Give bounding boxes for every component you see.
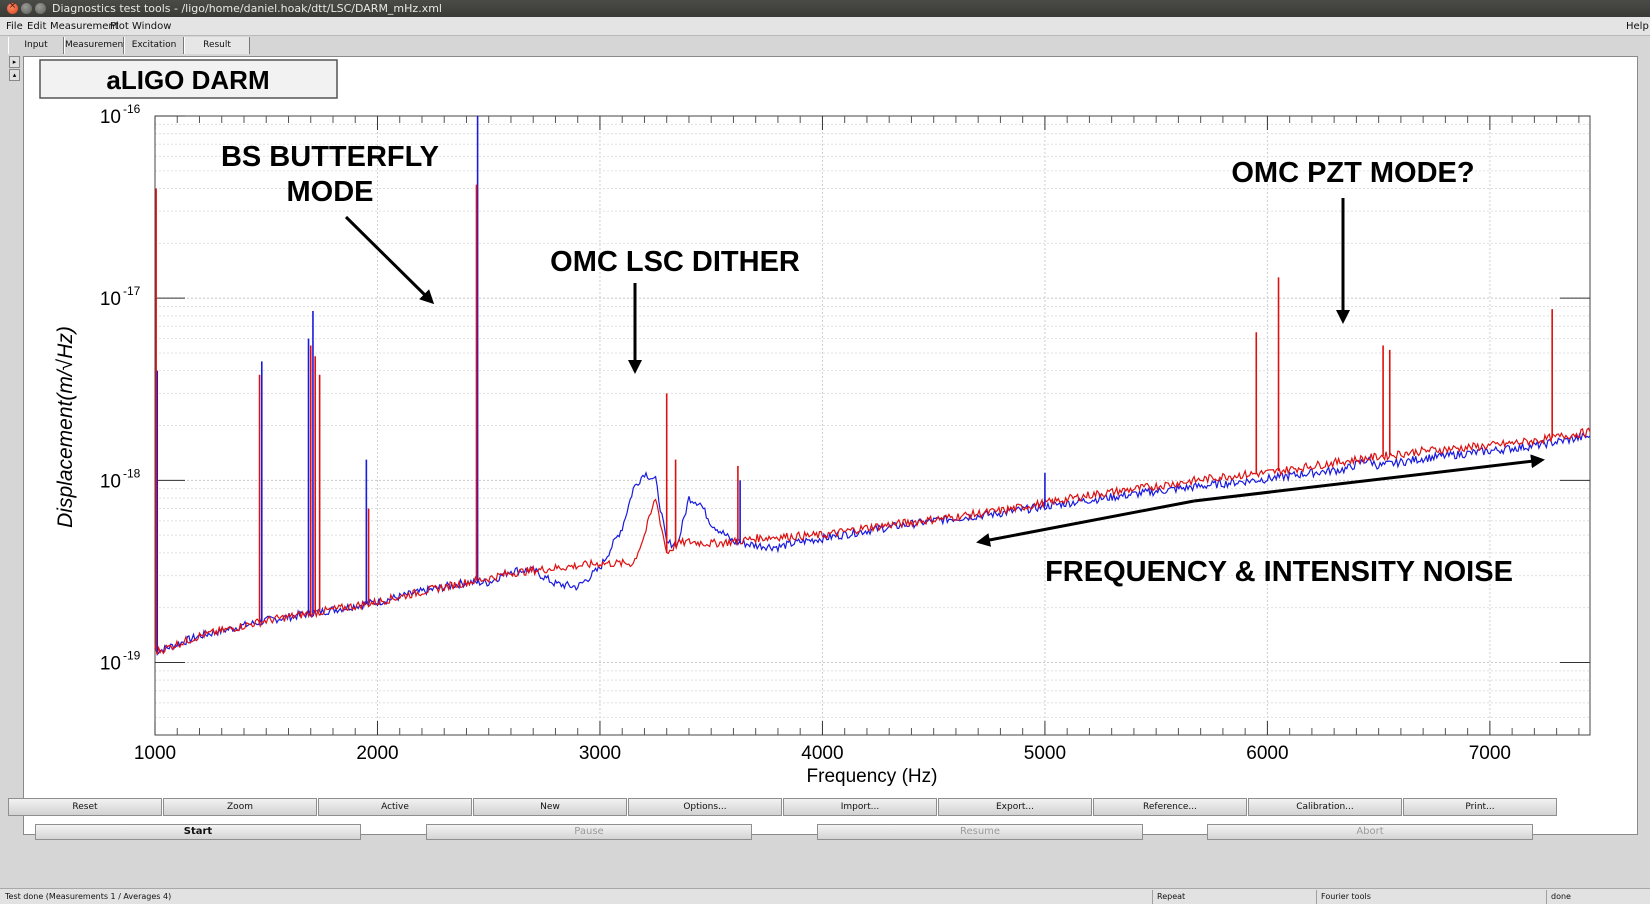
y-tick-exponent: -19 [123, 649, 141, 663]
x-tick-label: 4000 [801, 743, 843, 764]
title-bar: × Diagnostics test tools - /ligo/home/da… [0, 0, 1650, 17]
tab-bar: Input Measurement Excitation Result [0, 37, 1650, 54]
arrow-noise-left [976, 499, 1195, 547]
x-tick-label: 2000 [356, 743, 398, 764]
menu-bar: File Edit Measurement Plot Window Help [0, 17, 1650, 36]
options-button[interactable]: Options... [628, 798, 782, 816]
status-state: done [1551, 892, 1571, 901]
menu-measurement[interactable]: Measurement [50, 21, 119, 32]
x-tick-label: 1000 [134, 743, 176, 764]
plot-title-box [39, 59, 338, 99]
y-tick-exponent: -17 [123, 284, 141, 298]
grid-lines [155, 116, 1590, 736]
status-text: Test done (Measurements 1 / Averages 4) [5, 892, 172, 901]
status-mode: Fourier tools [1321, 892, 1371, 901]
arrow-noise-right [1193, 454, 1545, 503]
maximize-window-button[interactable] [35, 3, 46, 14]
active-button[interactable]: Active [318, 798, 472, 816]
y-tick-exponent: -16 [123, 102, 141, 116]
tab-excitation[interactable]: Excitation [124, 37, 184, 54]
arrow-bs-butterfly [344, 215, 435, 305]
x-tick-label: 5000 [1024, 743, 1066, 764]
annotation-bs-butterfly-line1: BS BUTTERFLY [221, 141, 439, 173]
series-line-0 [154, 432, 1591, 656]
plot-title: aLIGO DARM [106, 65, 269, 95]
annotation-omc-pzt-mode: OMC PZT MODE? [1231, 157, 1474, 189]
reference-button[interactable]: Reference... [1093, 798, 1247, 816]
export-button[interactable]: Export... [938, 798, 1092, 816]
darm-spectrum-chart[interactable]: aLIGO DARM 1000 2000 3000 4000 5000 6000 7000 1… [24, 57, 1639, 836]
annotation-frequency-intensity-noise: FREQUENCY & INTENSITY NOISE [1045, 556, 1513, 588]
menu-help[interactable]: Help [1626, 21, 1649, 32]
reset-button[interactable]: Reset [8, 798, 162, 816]
x-tick-label: 7000 [1469, 743, 1511, 764]
status-repeat: Repeat [1157, 892, 1186, 901]
print-button[interactable]: Print... [1403, 798, 1557, 816]
close-window-button[interactable]: × [7, 1, 18, 14]
status-divider [1152, 890, 1153, 904]
status-bar: Test done (Measurements 1 / Averages 4) … [0, 888, 1650, 904]
menu-window[interactable]: Window [132, 21, 172, 32]
y-tick-label: 10 [100, 654, 121, 675]
x-tick-label: 3000 [579, 743, 621, 764]
x-axis-label: Frequency (Hz) [807, 766, 938, 787]
scroll-down-icon[interactable]: ▴ [9, 69, 20, 81]
y-tick-label: 10 [100, 107, 121, 128]
menu-plot[interactable]: Plot [110, 21, 129, 32]
menu-edit[interactable]: Edit [27, 21, 47, 32]
annotation-bs-butterfly-line2: MODE [287, 176, 374, 208]
tab-result[interactable]: Result [184, 37, 250, 54]
y-tick-label: 10 [100, 471, 121, 492]
x-tick-label: 6000 [1246, 743, 1288, 764]
peak-lines [155, 116, 1553, 652]
import-button[interactable]: Import... [783, 798, 937, 816]
run-controls-row: Start Pause Resume Abort [8, 824, 1638, 842]
y-tick-label: 10 [100, 289, 121, 310]
abort-button[interactable]: Abort [1207, 824, 1533, 840]
close-icon: × [8, 1, 17, 11]
annotation-omc-lsc-dither: OMC LSC DITHER [550, 246, 800, 278]
scroll-up-icon[interactable]: ▸ [9, 56, 20, 68]
zoom-button[interactable]: Zoom [163, 798, 317, 816]
plot-frame [154, 115, 1591, 736]
window-title: Diagnostics test tools - /ligo/home/dani… [52, 2, 442, 15]
calibration-button[interactable]: Calibration... [1248, 798, 1402, 816]
plot-pad[interactable]: aLIGO DARM 1000 2000 3000 4000 5000 6000 7000 1… [23, 56, 1638, 835]
series-lines [154, 427, 1591, 656]
minimize-window-button[interactable] [21, 3, 32, 14]
tab-measurement[interactable]: Measurement [64, 37, 127, 54]
status-divider [1316, 890, 1317, 904]
menu-file[interactable]: File [6, 21, 23, 32]
series-line-1 [154, 427, 1591, 655]
axis-ticks: 1000 2000 3000 4000 5000 6000 700010-1610-1710… [100, 102, 1590, 764]
pause-button[interactable]: Pause [426, 824, 752, 840]
start-button[interactable]: Start [35, 824, 361, 840]
new-button[interactable]: New [473, 798, 627, 816]
tab-input[interactable]: Input [8, 37, 64, 54]
y-axis-label: Displacement(m/√Hz) [54, 326, 77, 528]
resume-button[interactable]: Resume [817, 824, 1143, 840]
pad-scroll-control[interactable]: ▸ ▴ [9, 56, 20, 82]
y-tick-exponent: -18 [123, 466, 141, 480]
plot-controls-row: Reset Zoom Active New Options... Import.… [8, 798, 1638, 816]
status-divider [1546, 890, 1547, 904]
